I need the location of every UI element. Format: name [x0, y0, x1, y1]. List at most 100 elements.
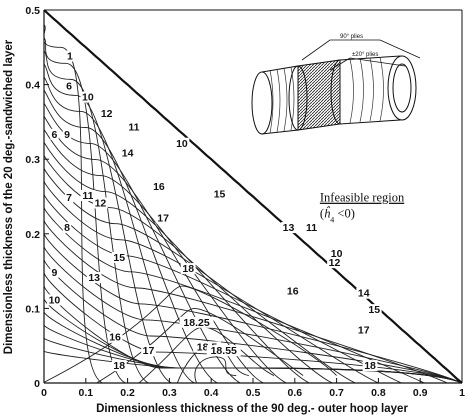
contour-line: [44, 181, 379, 383]
contour-line: [44, 246, 462, 383]
contour-label: 12: [329, 257, 341, 269]
contour-label: 11: [128, 121, 139, 133]
contour-label: 9: [52, 267, 58, 279]
contour-line: [44, 233, 462, 383]
y-tick-label: 0.1: [25, 303, 40, 315]
contour-line: [44, 116, 264, 383]
x-tick-label: 0.5: [246, 387, 261, 399]
contour-label: 11: [82, 190, 93, 202]
tube-left-end: [251, 71, 273, 135]
contour-label-bg: [179, 316, 214, 328]
h-hat-symbol: ĥ: [324, 206, 331, 220]
contour-line: [44, 37, 126, 383]
contour-label: 10: [82, 92, 94, 104]
contour-line: [44, 24, 103, 383]
contour-label: 15: [368, 304, 380, 316]
inset-label-20: ±20° plies: [352, 52, 378, 58]
x-axis-label: Dimensionless thickness of the 90 deg.- …: [96, 403, 408, 415]
contour-label: 6: [52, 129, 58, 141]
contour-label-bg: [64, 192, 74, 204]
contour-label-bg: [356, 287, 372, 299]
contour-lines: [44, 24, 462, 383]
contour-line: [44, 259, 462, 383]
contour-label: 17: [157, 212, 169, 224]
x-tick-label: 0: [41, 387, 47, 399]
tick-labels: 0 0.1 0.2 0.3 0.4 0.5 0.6 0.7 0.8 0.9 100.10.20.30…: [25, 5, 465, 399]
contour-label-bg: [50, 128, 59, 140]
y-tick-label: 0.4: [25, 80, 40, 92]
contour-line: [44, 155, 333, 383]
contour-label-bg: [62, 128, 72, 140]
contour-label: 18.55: [211, 345, 237, 357]
feasibility-boundary: [43, 9, 463, 384]
contour-label-bg: [107, 331, 123, 343]
contour-line: [194, 356, 237, 383]
h-subscript: 4: [330, 215, 334, 224]
contour-label: 10: [331, 248, 343, 260]
contour-label-bg: [50, 266, 59, 278]
inset-leaders: [301, 39, 421, 71]
contour-label: 11: [306, 222, 317, 234]
contour-label-bg: [356, 324, 372, 336]
infeasible-condition-label: (ĥ4 <0): [320, 206, 355, 224]
contour-label: 6: [66, 80, 72, 92]
contour-label-bg: [206, 345, 241, 357]
tube-illustration: 90° plies ±20° plies: [251, 34, 421, 135]
tube-right-end-inner: [392, 63, 412, 113]
x-tick-label: 0.8: [371, 387, 386, 399]
contour-label-bg: [111, 360, 127, 372]
contour-label-bg: [80, 91, 96, 103]
contour-label: 14: [358, 288, 370, 300]
contour-label-bg: [64, 80, 74, 92]
y-axis-label: Dimensionless thickness of the 20 deg.-s…: [3, 39, 15, 354]
contour-line: [44, 350, 462, 383]
contour-label-bg: [99, 107, 115, 119]
contour-label: 10: [49, 294, 61, 306]
x-tick-label: 0.6: [287, 387, 302, 399]
contour-label-bg: [151, 181, 167, 193]
contour-label-bg: [80, 189, 96, 201]
y-tick-label: 0.3: [25, 154, 40, 166]
x-tick-label: 0.7: [329, 387, 344, 399]
contour-label-bg: [304, 222, 319, 234]
tube-body: [251, 55, 417, 135]
contour-line: [44, 50, 149, 383]
x-tick-label: 0.1: [78, 387, 93, 399]
contour-label: 13: [88, 272, 100, 284]
middle-ring-left: [288, 65, 308, 131]
y-tick-label: 0.5: [25, 5, 40, 17]
contour-label: 12: [101, 108, 113, 120]
contour-label-bg: [120, 147, 135, 159]
contour-label: 18: [364, 360, 376, 372]
contour-label: 1: [67, 50, 73, 62]
contour-line: [44, 272, 462, 383]
contour-label-bg: [212, 188, 227, 200]
contour-label: 16: [153, 181, 165, 193]
contour-line: [44, 324, 462, 383]
hoop-rings-left: [269, 66, 295, 134]
x-tick-label: 0.2: [120, 387, 135, 399]
contour-label: 15: [214, 189, 226, 201]
condition-text: <0): [334, 206, 355, 220]
contour-label: 9: [64, 129, 70, 141]
contour-label: 14: [122, 147, 134, 159]
contour-label: 18: [182, 263, 194, 275]
contour-label: 17: [358, 324, 370, 336]
contour-label-bg: [47, 294, 62, 306]
contour-label: 18: [113, 360, 125, 372]
contour-label-bg: [86, 272, 102, 284]
contour-label: 7: [66, 192, 72, 204]
x-tick-label: 0.4: [204, 387, 219, 399]
x-tick-label: 0.3: [162, 387, 177, 399]
y-tick-label: 0: [34, 378, 40, 390]
contour-label-bg: [111, 251, 127, 263]
contour-label-bg: [180, 263, 196, 275]
contour-label: 13: [283, 222, 295, 234]
contour-label: 17: [143, 345, 155, 357]
contour-label-bg: [62, 222, 72, 234]
hoop-rings-right: [349, 56, 384, 124]
infeasible-annotation: Infeasible region (ĥ4 <0): [320, 191, 405, 224]
y-tick-label: 0.2: [25, 229, 40, 241]
contour-label: 10: [176, 138, 188, 150]
